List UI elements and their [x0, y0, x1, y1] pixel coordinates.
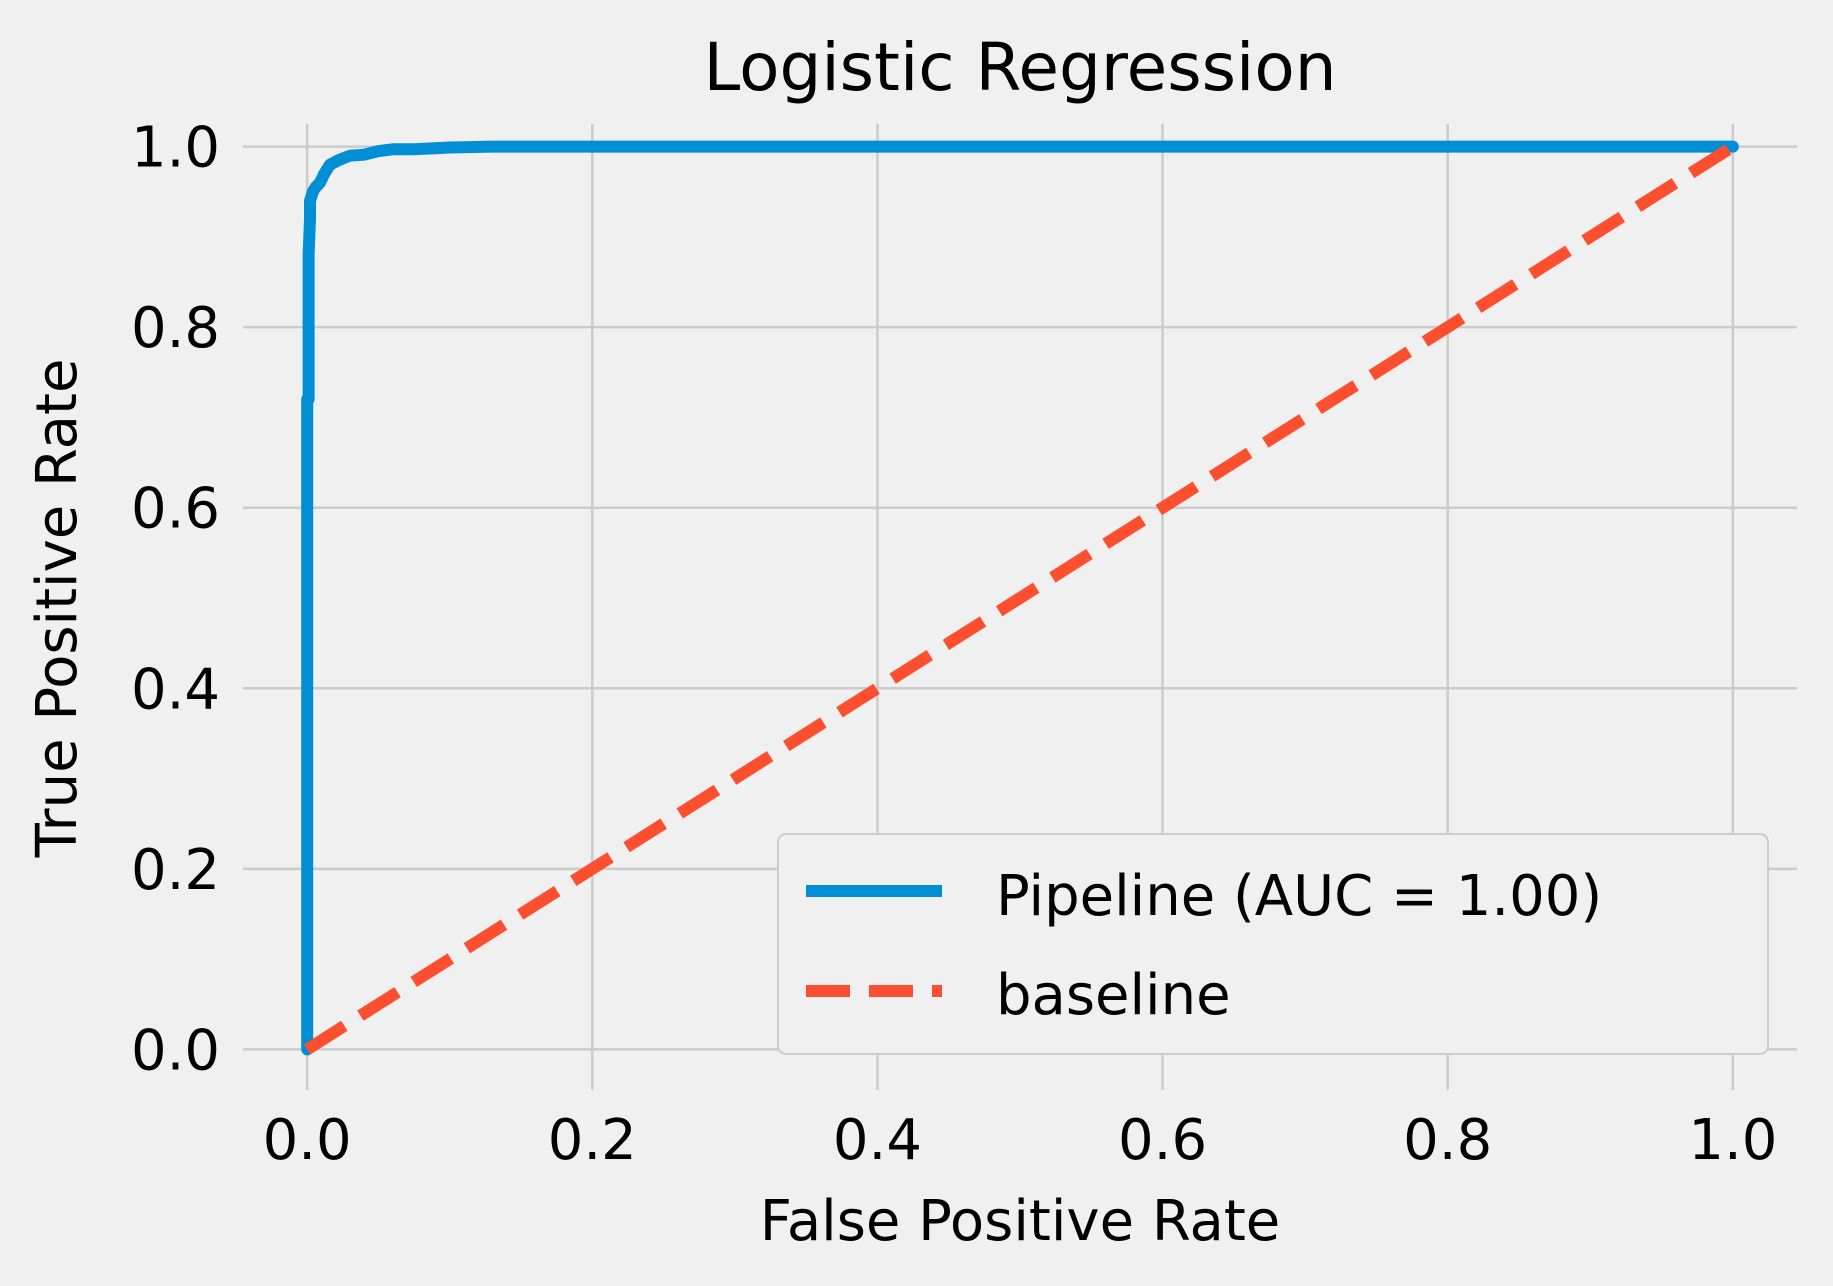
y-tick-label: 0.8 [131, 296, 220, 361]
x-tick-label: 0.2 [548, 1108, 637, 1173]
x-tick-label: 0.6 [1118, 1108, 1207, 1173]
roc-series-line [301, 140, 1739, 1056]
x-tick-label: 1.0 [1688, 1108, 1777, 1173]
legend-box [777, 833, 1769, 1055]
y-axis-label: True Positive Rate [25, 359, 90, 859]
y-tick-label: 0.2 [131, 838, 220, 903]
series-group [301, 140, 1739, 1056]
x-tick-label: 0.8 [1403, 1108, 1492, 1173]
y-tick-label: 0.4 [131, 657, 220, 722]
x-axis-label: False Positive Rate [760, 1189, 1280, 1254]
legend-label-pipeline: Pipeline (AUC = 1.00) [996, 864, 1602, 929]
x-tick-label: 0.0 [263, 1108, 352, 1173]
baseline-series-line [303, 141, 1737, 1055]
y-tick-label: 0.6 [131, 477, 220, 542]
legend-label-baseline: baseline [996, 963, 1231, 1028]
x-tick-label: 0.4 [833, 1108, 922, 1173]
y-tick-labels: 0.0 0.2 0.4 0.6 0.8 1.0 [131, 116, 220, 1084]
y-tick-label: 0.0 [131, 1018, 220, 1083]
y-tick-label: 1.0 [131, 116, 220, 181]
x-tick-labels: 0.0 0.2 0.4 0.6 0.8 1.0 [263, 1108, 1778, 1173]
legend: Pipeline (AUC = 1.00) baseline [777, 833, 1769, 1055]
chart-title: Logistic Regression [703, 29, 1336, 106]
